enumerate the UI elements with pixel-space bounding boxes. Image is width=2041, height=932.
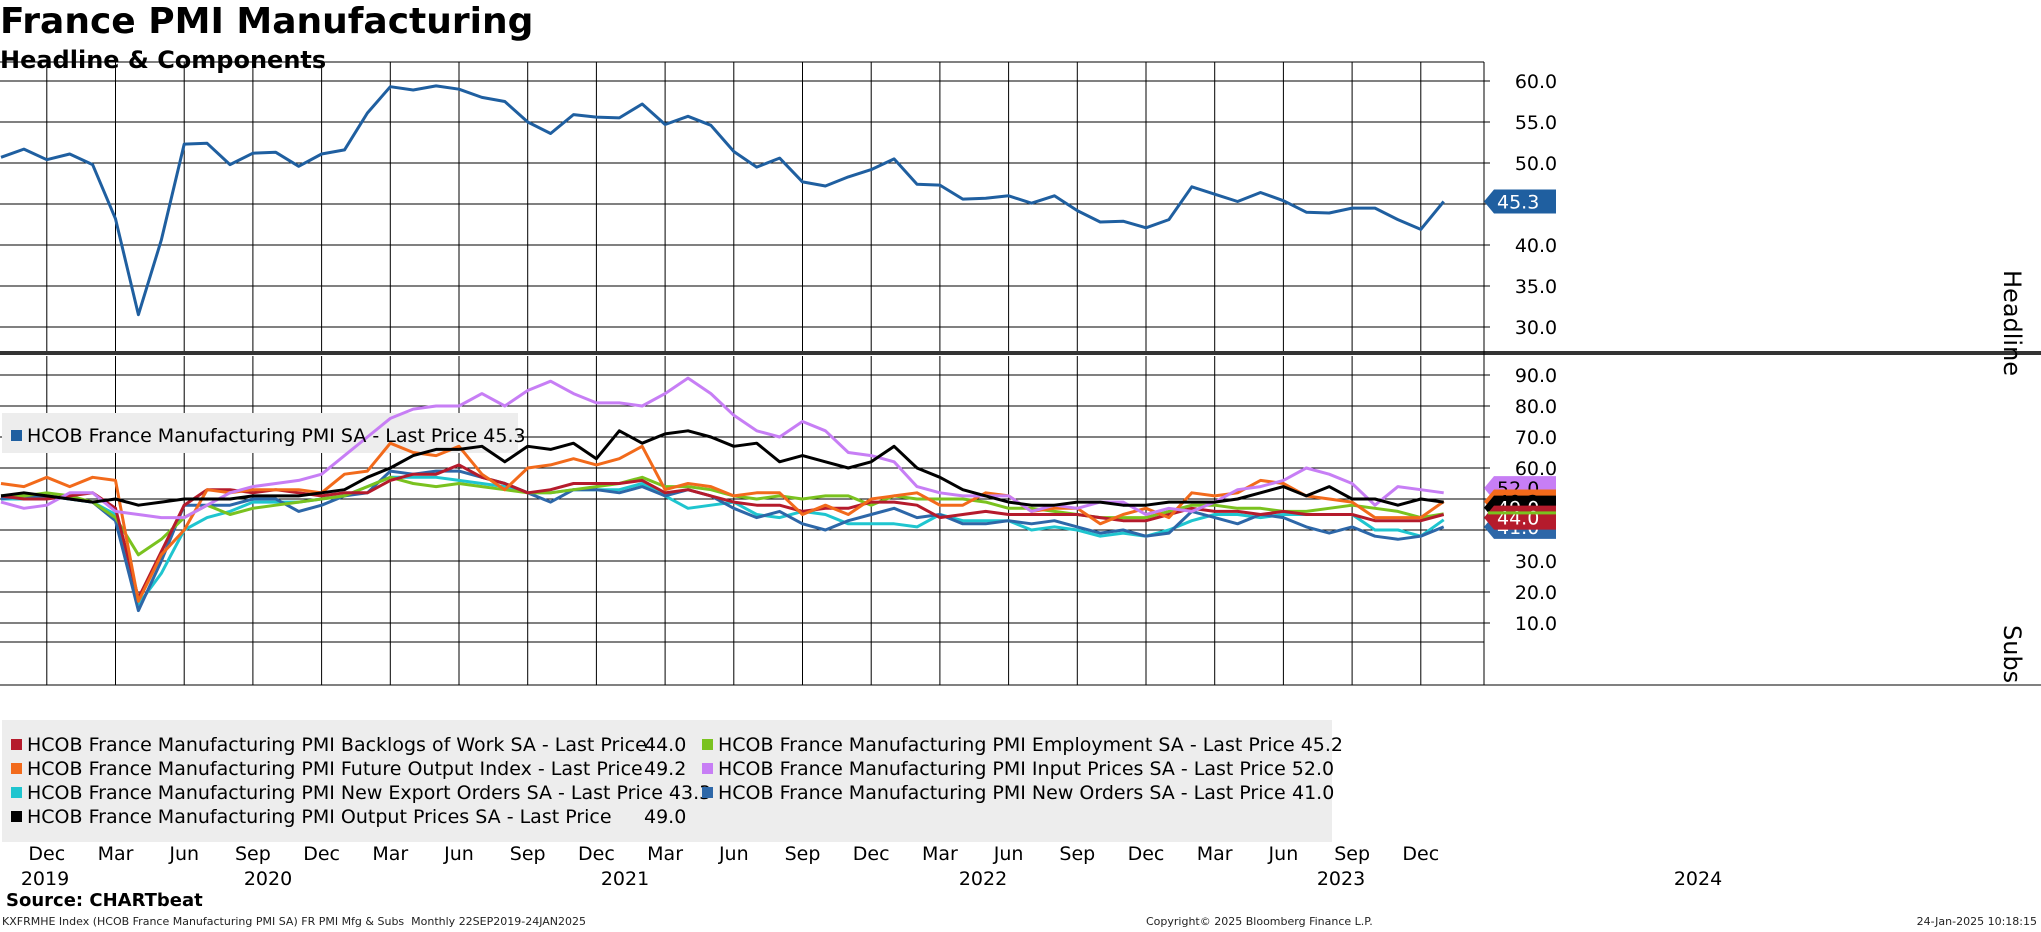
legend-headline-text: HCOB France Manufacturing PMI SA - Last … bbox=[27, 425, 526, 447]
legend-sub-2-text: HCOB France Manufacturing PMI Future Out… bbox=[27, 758, 643, 780]
series-line-3 bbox=[0, 376, 1444, 520]
x-month-label: Dec bbox=[1402, 843, 1439, 865]
x-year-label: 2022 bbox=[959, 868, 1007, 890]
grid-layer bbox=[0, 62, 1484, 842]
y-tick-label: 30.0 bbox=[1515, 551, 1557, 573]
panel-label-subs: Subs bbox=[1998, 625, 2026, 683]
footer-index-info: KXFRMHE Index (HCOB France Manufacturing… bbox=[2, 915, 587, 928]
y-tick-label: 70.0 bbox=[1515, 427, 1557, 449]
y-tick-label: 60.0 bbox=[1515, 458, 1557, 480]
x-month-label: Jun bbox=[1268, 843, 1299, 865]
last-tag-sub-0-text: 44.0 bbox=[1497, 508, 1539, 530]
legend-sub-2-swatch bbox=[11, 763, 22, 774]
legend-sub-6-text: HCOB France Manufacturing PMI Output Pri… bbox=[27, 806, 612, 828]
legend-sub-3: HCOB France Manufacturing PMI Input Pric… bbox=[702, 758, 1334, 780]
x-month-label: Jun bbox=[168, 843, 199, 865]
series-line-6 bbox=[0, 429, 1444, 507]
series-line-0 bbox=[0, 463, 1445, 600]
last-tag-headline-shape bbox=[1484, 189, 1556, 214]
legend-sub-2-value: 49.2 bbox=[644, 758, 686, 780]
series-layer bbox=[0, 84, 1445, 613]
last-tag-headline: 45.3 bbox=[1484, 189, 1556, 214]
x-month-label: Sep bbox=[1059, 843, 1095, 865]
legend-sub-5-value: 41.0 bbox=[1292, 782, 1334, 804]
x-year-label: 2020 bbox=[244, 868, 292, 890]
series-line-5 bbox=[0, 469, 1445, 613]
legend-sub-0-value: 44.0 bbox=[644, 734, 686, 756]
series-line-headline bbox=[0, 84, 1445, 317]
legend-sub-3-swatch bbox=[702, 763, 713, 774]
last-tag-headline-text: 45.3 bbox=[1497, 192, 1539, 214]
y-tick-label: 90.0 bbox=[1515, 365, 1557, 387]
x-month-label: Dec bbox=[578, 843, 615, 865]
y-tick-label: 20.0 bbox=[1515, 582, 1557, 604]
legend-sub-6: HCOB France Manufacturing PMI Output Pri… bbox=[11, 806, 686, 828]
x-month-label: Dec bbox=[28, 843, 65, 865]
legend-sub-4-swatch bbox=[11, 787, 22, 798]
page-title: France PMI Manufacturing bbox=[0, 1, 534, 42]
y-tick-label: 10.0 bbox=[1515, 613, 1557, 635]
legend-sub-4: HCOB France Manufacturing PMI New Export… bbox=[11, 782, 711, 804]
legend-sub-3-text: HCOB France Manufacturing PMI Input Pric… bbox=[718, 758, 1334, 780]
y-tick-label: 40.0 bbox=[1515, 235, 1557, 257]
last-tag-sub-0: 44.0 bbox=[1484, 505, 1556, 530]
y-tick-label: 35.0 bbox=[1515, 276, 1557, 298]
legend-sub-0-text: HCOB France Manufacturing PMI Backlogs o… bbox=[27, 734, 647, 756]
y-tick-label: 30.0 bbox=[1515, 317, 1557, 339]
x-month-label: Sep bbox=[510, 843, 546, 865]
source-label: Source: CHARTbeat bbox=[6, 890, 203, 911]
legend-sub-0: HCOB France Manufacturing PMI Backlogs o… bbox=[11, 734, 686, 756]
legend-sub-5-text: HCOB France Manufacturing PMI New Orders… bbox=[718, 782, 1286, 804]
footer-copyright: Copyright© 2025 Bloomberg Finance L.P. bbox=[1146, 915, 1373, 928]
y-tick-label: 50.0 bbox=[1515, 153, 1557, 175]
axis-layer: 30.035.040.045.050.055.060.010.020.030.0… bbox=[0, 61, 2041, 890]
legend-sub-5: HCOB France Manufacturing PMI New Orders… bbox=[702, 782, 1334, 804]
x-year-label: 2021 bbox=[601, 868, 649, 890]
y-tick-label: 55.0 bbox=[1515, 112, 1557, 134]
x-month-label: Dec bbox=[853, 843, 890, 865]
x-month-label: Jun bbox=[718, 843, 749, 865]
x-month-label: Sep bbox=[1334, 843, 1370, 865]
x-month-label: Mar bbox=[372, 843, 408, 865]
legend-sub-0-swatch bbox=[11, 739, 22, 750]
last-tag-sub-employment bbox=[1488, 511, 1556, 515]
legend-sub-4-text: HCOB France Manufacturing PMI New Export… bbox=[27, 782, 711, 804]
legend-sub-1: HCOB France Manufacturing PMI Employment… bbox=[702, 734, 1343, 756]
footer-timestamp: 24-Jan-2025 10:18:15 bbox=[1916, 915, 2037, 928]
legend-sub-2: HCOB France Manufacturing PMI Future Out… bbox=[11, 758, 686, 780]
x-month-label: Dec bbox=[1128, 843, 1165, 865]
legend-headline-swatch bbox=[11, 430, 22, 441]
x-month-label: Dec bbox=[303, 843, 340, 865]
x-year-label: 2019 bbox=[21, 868, 69, 890]
x-year-label: 2023 bbox=[1317, 868, 1365, 890]
x-month-label: Mar bbox=[98, 843, 134, 865]
y-tick-label: 80.0 bbox=[1515, 396, 1557, 418]
legend-bg-headline bbox=[2, 413, 518, 453]
x-year-label: 2024 bbox=[1674, 868, 1722, 890]
x-month-label: Sep bbox=[235, 843, 271, 865]
page-subtitle: Headline & Components bbox=[0, 46, 327, 74]
x-month-label: Mar bbox=[1197, 843, 1233, 865]
x-month-label: Sep bbox=[785, 843, 821, 865]
panel-label-headline: Headline bbox=[1998, 270, 2026, 376]
x-month-label: Mar bbox=[647, 843, 683, 865]
x-month-label: Jun bbox=[993, 843, 1024, 865]
legend-bg-subs bbox=[2, 720, 1332, 842]
legend-layer: HCOB France Manufacturing PMI SA - Last … bbox=[11, 425, 1343, 828]
legend-sub-6-swatch bbox=[11, 811, 22, 822]
legend-sub-1-swatch bbox=[702, 739, 713, 750]
x-month-label: Jun bbox=[443, 843, 474, 865]
x-month-label: Mar bbox=[922, 843, 958, 865]
legend-headline: HCOB France Manufacturing PMI SA - Last … bbox=[11, 425, 526, 447]
legend-sub-1-text: HCOB France Manufacturing PMI Employment… bbox=[718, 734, 1343, 756]
legend-sub-6-value: 49.0 bbox=[644, 806, 686, 828]
legend-sub-5-swatch bbox=[702, 787, 713, 798]
y-tick-label: 60.0 bbox=[1515, 71, 1557, 93]
